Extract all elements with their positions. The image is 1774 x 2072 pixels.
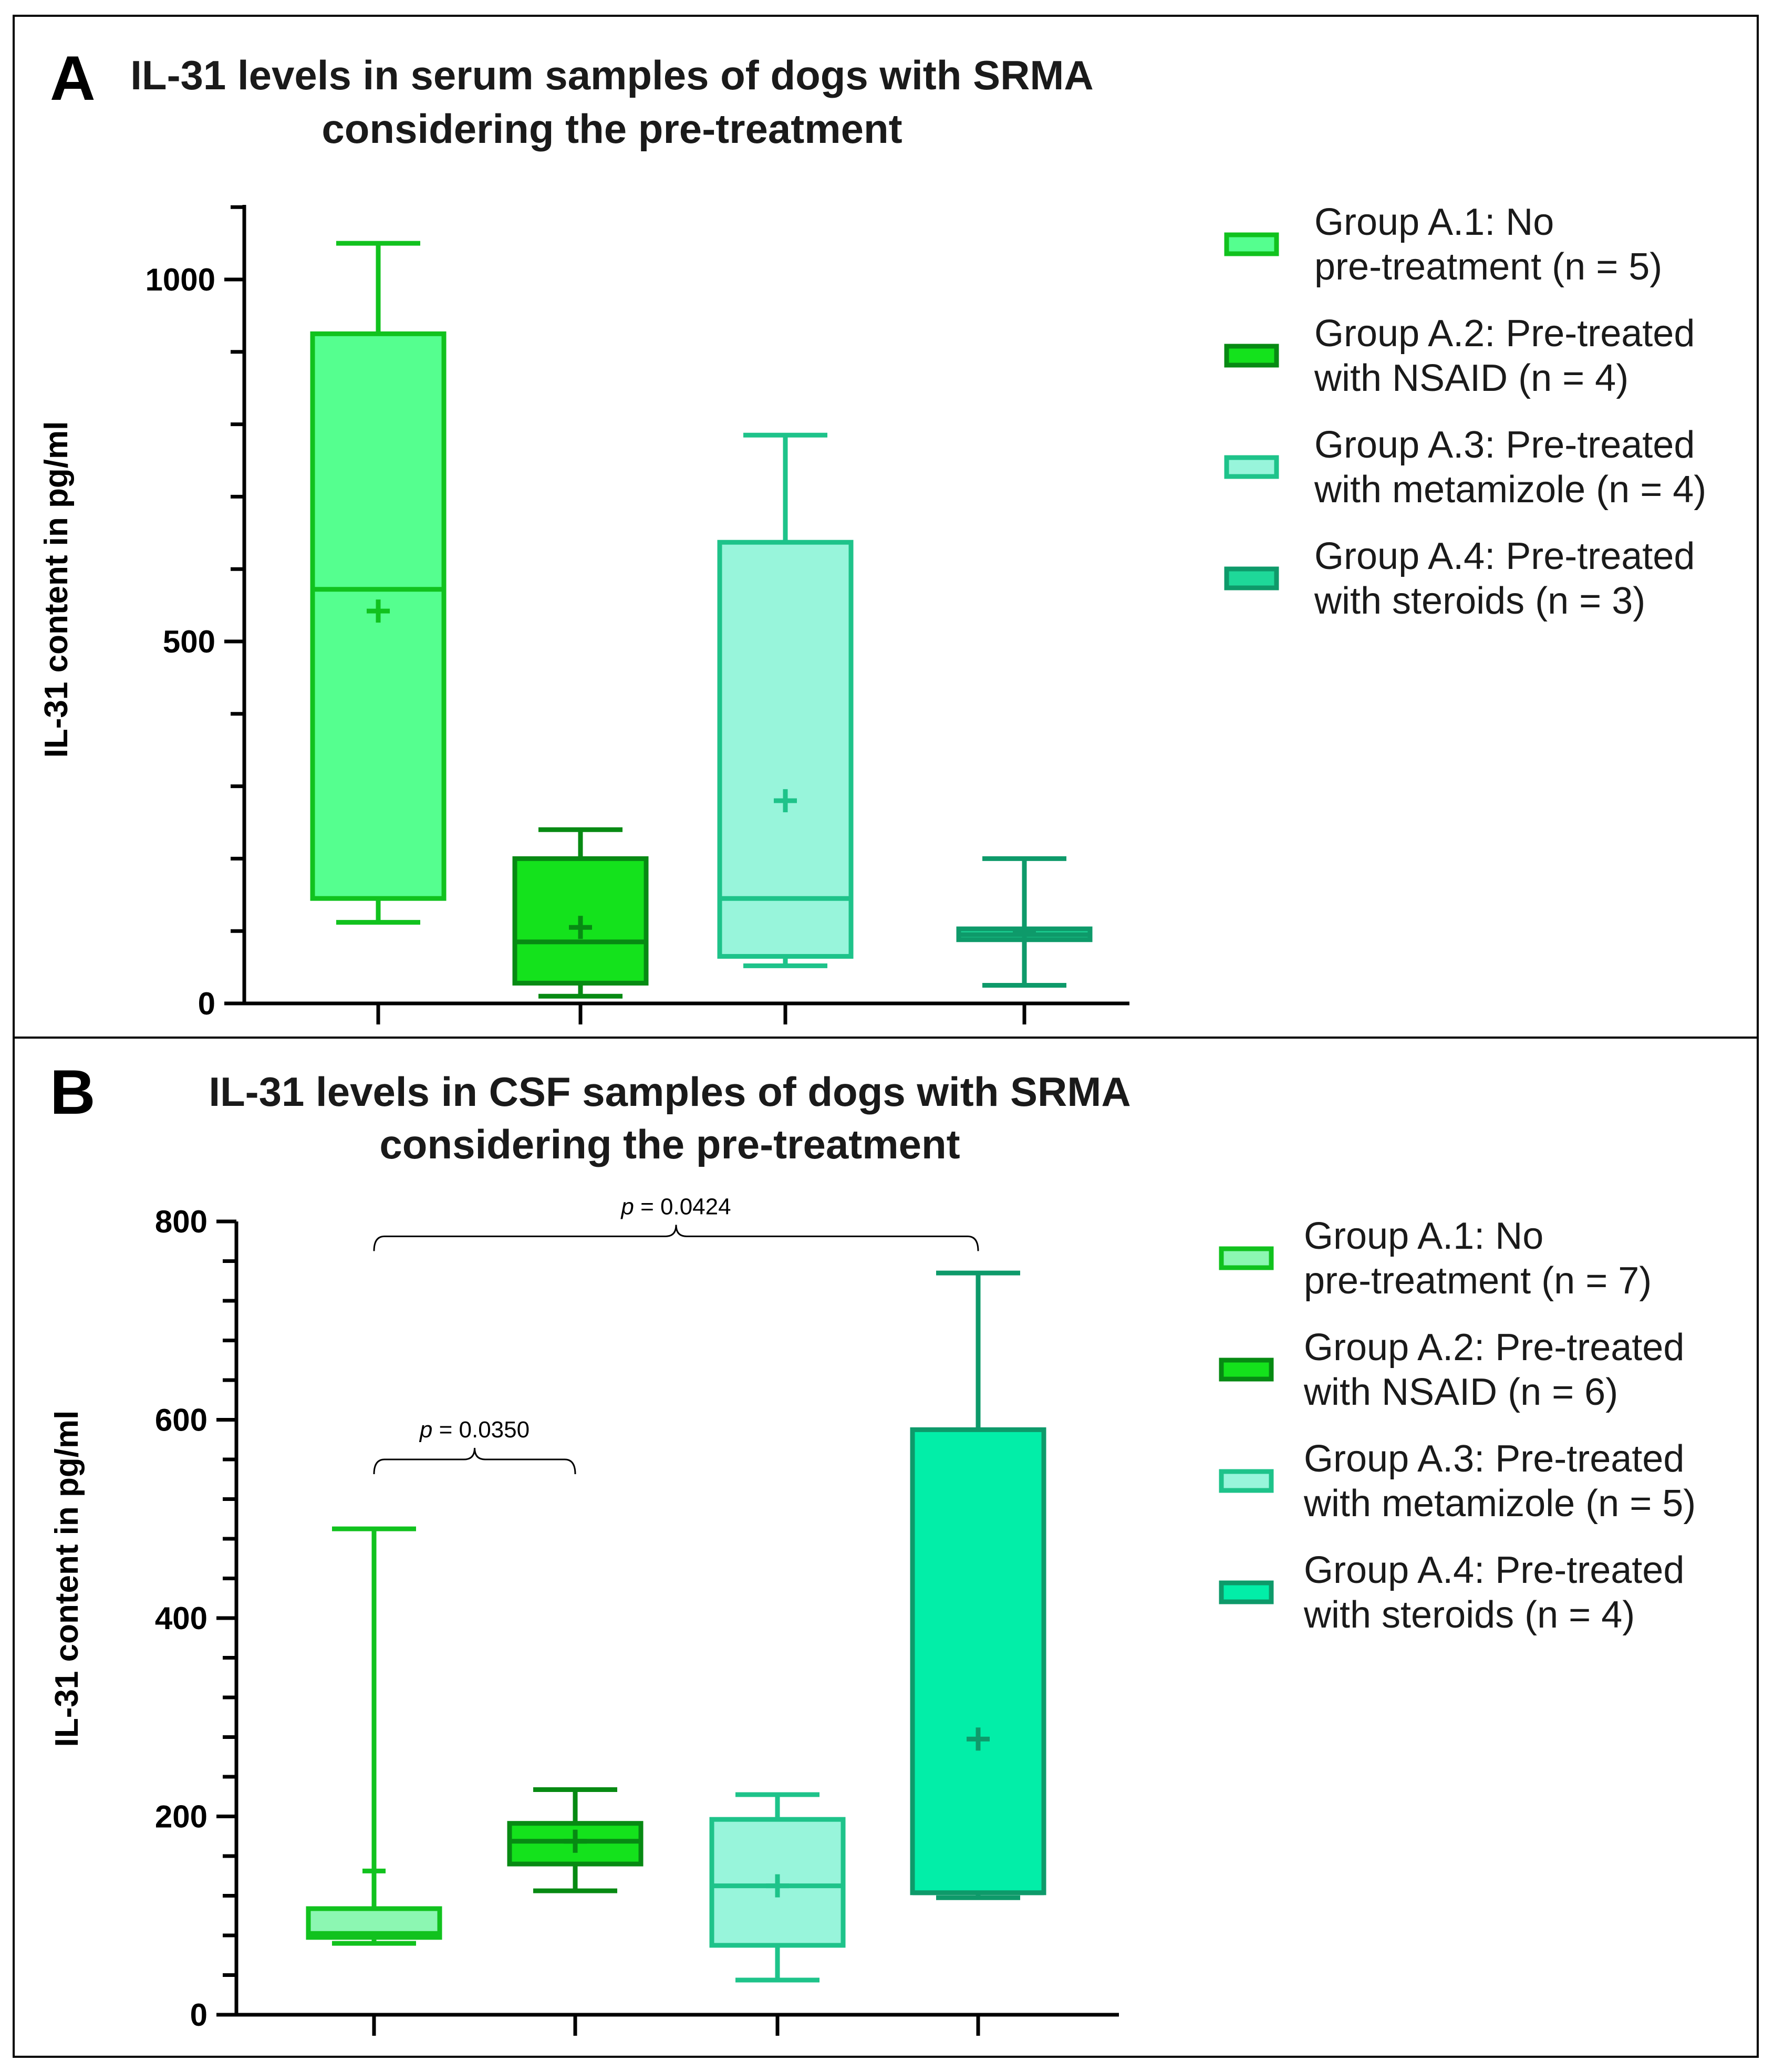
legend-label-line2: with NSAID (n = 6) — [1303, 1371, 1618, 1413]
legend-swatch — [1224, 232, 1279, 256]
y-tick-label: 0 — [198, 986, 215, 1021]
box-iqr — [717, 540, 854, 959]
p-value-label: p = 0.0350 — [419, 1417, 530, 1443]
legend-label-line2: pre-treatment (n = 7) — [1304, 1260, 1652, 1302]
panel-b-ylabel: IL-31 content in pg/ml — [49, 1411, 85, 1747]
legend-label-line1: Group A.2: Pre-treated — [1314, 313, 1695, 355]
panel-a-title-line1: IL-31 levels in serum samples of dogs wi… — [130, 52, 1093, 98]
legend-label-line2: with NSAID (n = 4) — [1314, 357, 1628, 399]
legend-swatch — [1224, 344, 1279, 368]
legend-swatch — [1219, 1246, 1274, 1270]
significance-bracket — [373, 1447, 576, 1475]
y-tick-label: 400 — [155, 1601, 208, 1636]
panel-a-frame — [13, 15, 1759, 1039]
legend-label-line1: Group A.3: Pre-treated — [1314, 424, 1695, 466]
y-tick-label: 200 — [155, 1799, 208, 1835]
legend-swatch — [1219, 1580, 1274, 1604]
legend-swatch — [1224, 455, 1279, 479]
y-tick-label: 500 — [163, 624, 215, 659]
y-tick-label: 0 — [190, 1997, 208, 2033]
legend-label-line1: Group A.4: Pre-treated — [1314, 535, 1695, 577]
box-iqr — [910, 1427, 1046, 1895]
panel-b-letter: B — [50, 1057, 96, 1127]
legend-swatch — [1219, 1358, 1274, 1382]
legend-label-line2: pre-treatment (n = 5) — [1314, 246, 1662, 288]
legend-label-line1: Group A.4: Pre-treated — [1304, 1549, 1684, 1591]
panel-a-ylabel: IL-31 content in pg/ml — [38, 421, 75, 758]
legend-label-line2: with steroids (n = 3) — [1314, 580, 1645, 622]
p-value-label: p = 0.0424 — [620, 1194, 731, 1219]
significance-bracket — [373, 1225, 979, 1251]
legend-label-line2: with metamizole (n = 5) — [1303, 1483, 1696, 1525]
panel-b-frame — [13, 1037, 1759, 2058]
y-tick-label: 800 — [155, 1204, 208, 1239]
y-tick-label: 1000 — [146, 262, 215, 297]
legend-label-line1: Group A.2: Pre-treated — [1304, 1327, 1684, 1369]
legend-label-line1: Group A.1: No — [1314, 201, 1554, 243]
panel-b-title-line2: considering the pre-treatment — [379, 1121, 960, 1167]
legend-label-line1: Group A.3: Pre-treated — [1304, 1438, 1684, 1480]
y-tick-label: 600 — [155, 1403, 208, 1438]
panel-b-plot: 0 200 400 600 800 Group A.1: Nopre-treatment … — [155, 1194, 1696, 2036]
panel-b-title-line1: IL-31 levels in CSF samples of dogs with… — [209, 1069, 1130, 1115]
legend-label-line2: with steroids (n = 4) — [1303, 1594, 1635, 1636]
legend-label-line1: Group A.1: No — [1304, 1215, 1543, 1257]
panel-a-title-line2: considering the pre-treatment — [321, 106, 902, 152]
legend-label-line2: with metamizole (n = 4) — [1314, 469, 1706, 511]
box-iqr — [709, 1817, 846, 1948]
legend-swatch — [1219, 1469, 1274, 1493]
legend-swatch — [1224, 566, 1279, 590]
panel-a-letter: A — [50, 43, 96, 113]
